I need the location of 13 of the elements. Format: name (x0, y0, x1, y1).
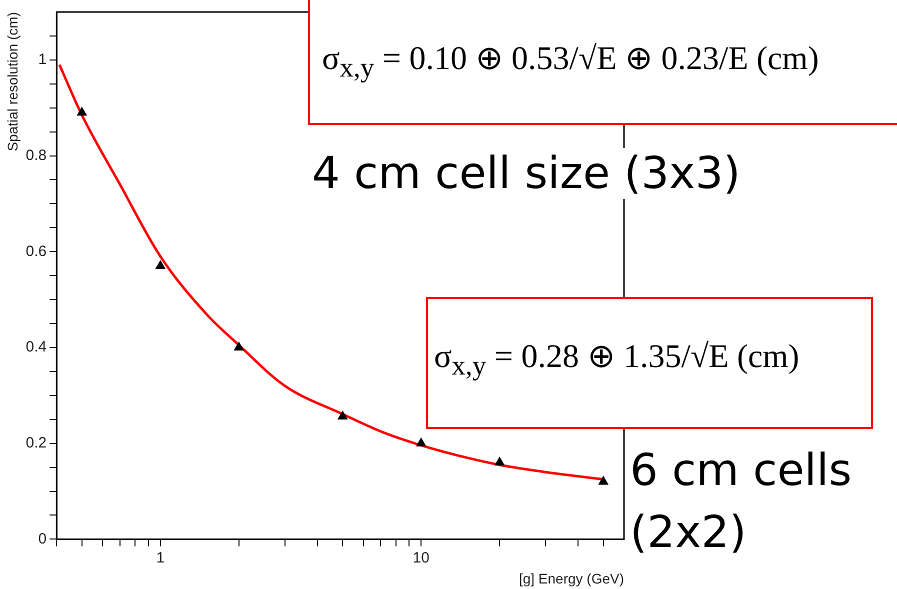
annotation: σ$_{x,y}$ = 0.10 ⊕ 0.53/√E ⊕ 0.23/E (cm) (322, 38, 819, 84)
annotation: 4 cm cell size (3x3) (312, 148, 740, 199)
x-axis-title: [g] Energy (GeV) (518, 570, 624, 586)
y-tick-label: 0.2 (26, 434, 47, 452)
y-axis-title: Spatial resolution (cm) (4, 12, 20, 152)
annotation: σ$_{x,y}$ = 0.28 ⊕ 1.35/√E (cm) (434, 336, 800, 382)
y-tick-label: 0.6 (26, 242, 47, 260)
y-tick-label: 0.4 (26, 338, 47, 356)
y-tick-label: 1 (38, 51, 47, 68)
text: 6 cm cells (2x2) (630, 440, 880, 564)
y-tick-label: 0 (38, 530, 47, 548)
y-tick-label: 0.8 (26, 146, 47, 164)
x-tick-label: 10 (412, 549, 430, 566)
